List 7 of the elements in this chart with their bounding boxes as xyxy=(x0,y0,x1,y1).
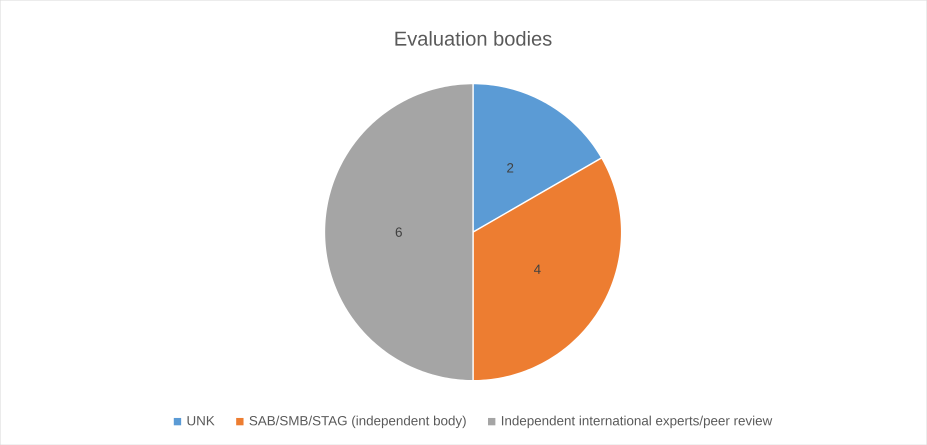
legend-label: SAB/SMB/STAG (independent body) xyxy=(249,416,466,428)
data-label: 4 xyxy=(534,264,541,274)
legend-label: Independent international experts/peer review xyxy=(502,416,772,428)
data-label: 2 xyxy=(507,163,514,172)
legend-label: UNK xyxy=(188,416,215,426)
data-label: 6 xyxy=(396,227,402,237)
chart-title: Evaluation bodies xyxy=(395,30,552,46)
